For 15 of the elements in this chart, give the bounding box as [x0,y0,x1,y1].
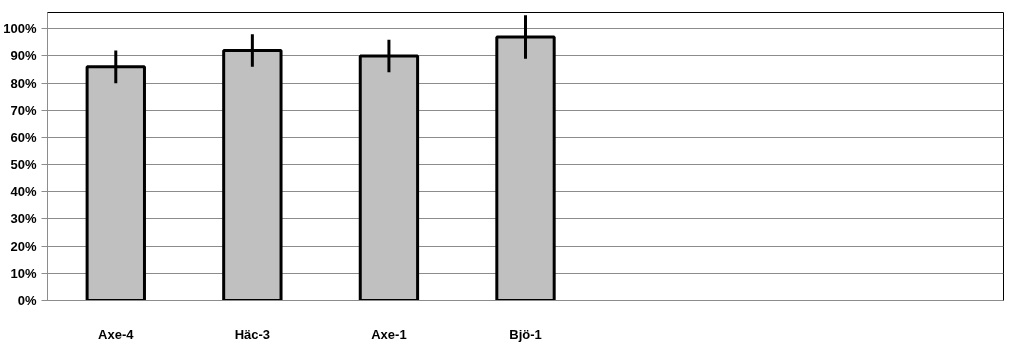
y-tick-label: 100% [3,21,37,37]
y-tick-label: 40% [10,184,37,200]
y-tick-label: 10% [10,265,37,281]
y-tick-label: 80% [10,75,37,91]
y-tick-label: 30% [10,211,37,227]
y-tick-label: 60% [10,129,37,145]
x-tick-label: Axe-4 [98,326,135,342]
x-tick-label: Bjö-1 [509,326,542,342]
y-tick-label: 90% [10,48,37,64]
x-tick-label: Häc-3 [234,326,271,342]
y-tick-label: 70% [10,102,37,118]
y-tick-label: 50% [10,157,37,173]
y-tick-label: 0% [17,293,37,308]
y-tick-label: 20% [10,238,37,254]
x-tick-label: Axe-1 [371,326,407,342]
